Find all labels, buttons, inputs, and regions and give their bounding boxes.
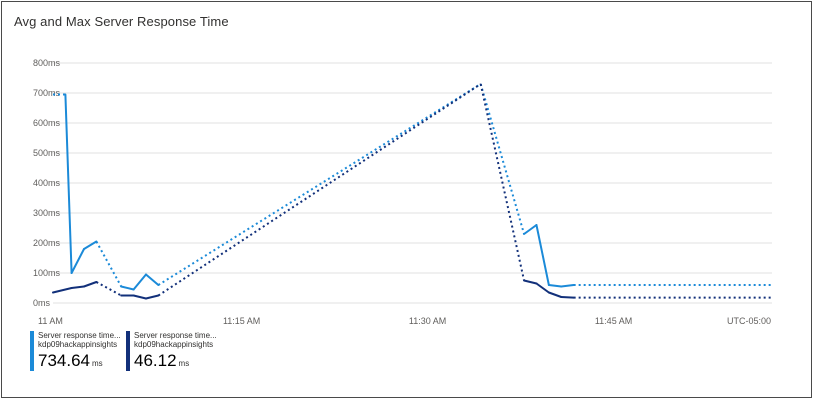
series-0-segment — [132, 273, 147, 291]
series-1-segment — [479, 83, 526, 281]
chart-title: Avg and Max Server Response Time — [14, 14, 229, 29]
series-0-segment — [535, 224, 550, 286]
legend-series-name: Server response time... — [134, 331, 217, 340]
y-tick-label: 700ms — [33, 88, 61, 98]
y-tick-label: 800ms — [33, 58, 61, 68]
series-1-segment — [144, 294, 160, 300]
x-tick-label: 11:45 AM — [595, 316, 632, 326]
y-tick-label: 600ms — [33, 118, 61, 128]
y-tick-label: 200ms — [33, 238, 61, 248]
legend-value-row: 734.64 ms — [38, 351, 125, 371]
series-0-segment — [95, 241, 123, 287]
series-1-segment — [523, 279, 538, 285]
series-1-segment — [95, 281, 122, 297]
legend-value: 734.64 — [38, 351, 90, 370]
x-tick-label: 11 AM — [38, 316, 63, 326]
x-tick-label: 11:15 AM — [223, 316, 260, 326]
series-0-segment — [523, 224, 538, 235]
x-tick-label: 11:30 AM — [409, 316, 446, 326]
legend-unit: ms — [178, 359, 190, 368]
legend-swatch — [30, 331, 34, 371]
series-1-segment — [535, 282, 550, 294]
series-1-segment — [70, 285, 85, 289]
series-1-segment — [547, 291, 563, 298]
y-tick-label: 500ms — [33, 148, 61, 158]
series-0-segment — [157, 83, 482, 286]
legend-item-avg[interactable]: Server response time... kdp09hackappinsi… — [30, 331, 125, 371]
series-1-segment — [52, 287, 73, 294]
series-0-segment — [547, 284, 563, 288]
series-1-segment — [132, 294, 147, 300]
series-0-segment — [70, 248, 85, 274]
series-0-segment — [560, 284, 575, 288]
legend-swatch — [126, 331, 130, 371]
y-tick-label: 100ms — [33, 268, 61, 278]
series-0-segment — [144, 273, 160, 286]
legend-value: 46.12 — [134, 351, 177, 370]
timezone-label: UTC-05:00 — [727, 316, 771, 326]
y-tick-label: 0ms — [33, 298, 51, 308]
legend-series-name: Server response time... — [38, 331, 121, 340]
legend-value-row: 46.12 ms — [134, 351, 221, 371]
series-0-segment — [120, 285, 135, 291]
y-tick-label: 300ms — [33, 208, 61, 218]
legend-item-max[interactable]: Server response time... kdp09hackappinsi… — [126, 331, 221, 371]
series-0-segment — [82, 240, 98, 250]
legend-resource-name: kdp09hackappinsights — [38, 340, 118, 349]
series-1-segment — [560, 296, 575, 299]
series-1-segment — [82, 281, 98, 288]
y-tick-label: 400ms — [33, 178, 61, 188]
series-0-segment — [64, 93, 73, 274]
series-0-segment — [479, 83, 526, 235]
series-1-segment — [157, 83, 482, 297]
legend-unit: ms — [92, 359, 103, 368]
legend-resource-name: kdp09hackappinsights — [134, 340, 214, 349]
